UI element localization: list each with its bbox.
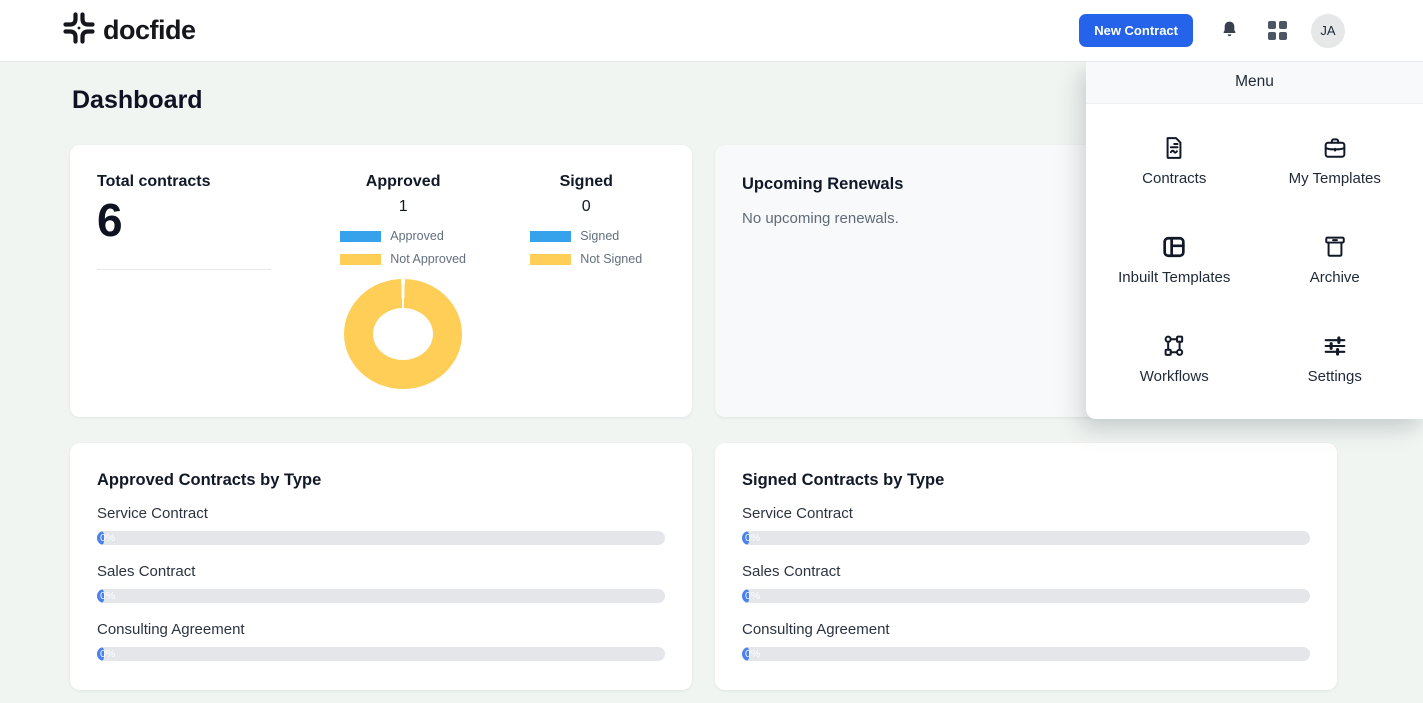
approved-label: Approved [365, 173, 441, 190]
progress-value: 0% [100, 590, 116, 602]
menu-grid: Contracts My Templates [1086, 104, 1423, 385]
legend-label: Not Approved [390, 252, 467, 266]
notifications-button[interactable] [1219, 19, 1240, 43]
contracts-stats-card: Total contracts 6 Approved 1 Approved No… [70, 145, 692, 417]
progress-fill [97, 589, 104, 603]
legend-label: Approved [390, 229, 444, 243]
menu-item-label: Workflows [1139, 368, 1209, 385]
signed-stat: Signed 0 Signed Not Signed [507, 173, 665, 389]
signed-legend: Signed Not Signed [530, 229, 642, 266]
menu-item-inbuilt-templates[interactable]: Inbuilt Templates [1094, 233, 1255, 286]
signed-by-type-title: Signed Contracts by Type [742, 471, 945, 489]
bar-label: Consulting Agreement [742, 621, 890, 638]
progress-fill [742, 589, 749, 603]
divider [97, 269, 271, 270]
total-contracts-label: Total contracts [97, 173, 211, 190]
top-header: docfide New Contract JA [0, 0, 1423, 61]
signed-label: Signed [559, 173, 613, 190]
brand-name: docfide [103, 15, 196, 45]
bell-icon [1219, 19, 1240, 43]
progress-value: 0% [100, 532, 116, 544]
menu-item-my-templates[interactable]: My Templates [1255, 134, 1416, 187]
menu-item-settings[interactable]: Settings [1255, 332, 1416, 385]
progress-value: 0% [745, 532, 761, 544]
progress-value: 0% [745, 590, 761, 602]
total-contracts-value: 6 [97, 194, 123, 246]
menu-item-contracts[interactable]: Contracts [1094, 134, 1255, 187]
approved-stat: Approved 1 Approved Not Approved [299, 173, 508, 389]
apps-menu-button[interactable] [1268, 21, 1287, 40]
legend-swatch-blue [530, 230, 572, 242]
menu-item-label: Settings [1307, 368, 1362, 385]
menu-panel-title: Menu [1086, 61, 1423, 104]
progress-bar: 0% [742, 531, 1310, 545]
progress-value: 0% [745, 648, 761, 660]
bar-label: Service Contract [742, 505, 853, 522]
progress-fill [742, 647, 749, 661]
layout-icon [1160, 233, 1188, 261]
bar-label: Consulting Agreement [97, 621, 245, 638]
progress-bar: 0% [742, 647, 1310, 661]
signed-by-type-card: Signed Contracts by Type Service Contrac… [715, 443, 1337, 690]
page-title: Dashboard [72, 86, 203, 114]
new-contract-button[interactable]: New Contract [1079, 14, 1193, 47]
legend-swatch-blue [340, 230, 382, 242]
briefcase-icon [1321, 134, 1349, 162]
signed-value: 0 [581, 198, 591, 215]
progress-row-service-contract: Service Contract 0% [97, 505, 665, 545]
legend-row: Approved [340, 229, 466, 243]
apps-menu-panel: Menu Contracts [1086, 61, 1423, 419]
approved-by-type-title: Approved Contracts by Type [97, 471, 322, 489]
menu-item-label: My Templates [1288, 170, 1381, 187]
approved-legend: Approved Not Approved [340, 229, 466, 266]
legend-row: Not Approved [340, 252, 466, 266]
progress-row-sales-contract: Sales Contract 0% [97, 563, 665, 603]
upcoming-renewals-title: Upcoming Renewals [742, 175, 904, 193]
menu-item-archive[interactable]: Archive [1255, 233, 1416, 286]
legend-label: Signed [580, 229, 620, 243]
docfide-logo-icon [62, 11, 96, 50]
progress-bar: 0% [97, 589, 665, 603]
progress-bar: 0% [97, 531, 665, 545]
brand-logo[interactable]: docfide [62, 0, 196, 61]
grid-apps-icon [1268, 21, 1287, 40]
approved-donut-chart [344, 279, 463, 389]
progress-bar: 0% [97, 647, 665, 661]
menu-item-label: Archive [1309, 269, 1360, 286]
header-actions: New Contract JA [1079, 0, 1345, 61]
bar-label: Sales Contract [97, 563, 196, 580]
user-avatar[interactable]: JA [1311, 13, 1345, 48]
progress-bar: 0% [742, 589, 1310, 603]
approved-by-type-card: Approved Contracts by Type Service Contr… [70, 443, 692, 690]
progress-fill [742, 531, 749, 545]
legend-row: Signed [530, 229, 642, 243]
progress-row-service-contract: Service Contract 0% [742, 505, 1310, 545]
menu-item-label: Contracts [1142, 170, 1207, 187]
bar-label: Service Contract [97, 505, 208, 522]
workflow-nodes-icon [1160, 332, 1188, 360]
approved-value: 1 [398, 198, 408, 215]
archive-box-icon [1321, 233, 1349, 261]
legend-label: Not Signed [580, 252, 643, 266]
total-contracts-stat: Total contracts 6 [97, 173, 299, 389]
no-renewals-message: No upcoming renewals. [742, 210, 899, 227]
menu-item-workflows[interactable]: Workflows [1094, 332, 1255, 385]
legend-swatch-yellow [530, 253, 572, 265]
progress-fill [97, 531, 104, 545]
sliders-icon [1321, 332, 1349, 360]
progress-row-consulting-agreement: Consulting Agreement 0% [97, 621, 665, 661]
contracts-document-icon [1160, 134, 1188, 162]
menu-item-label: Inbuilt Templates [1118, 269, 1231, 286]
legend-row: Not Signed [530, 252, 642, 266]
legend-swatch-yellow [340, 253, 382, 265]
progress-row-consulting-agreement: Consulting Agreement 0% [742, 621, 1310, 661]
progress-fill [97, 647, 104, 661]
avatar-initials: JA [1320, 23, 1336, 38]
progress-row-sales-contract: Sales Contract 0% [742, 563, 1310, 603]
progress-value: 0% [100, 648, 116, 660]
bar-label: Sales Contract [742, 563, 841, 580]
